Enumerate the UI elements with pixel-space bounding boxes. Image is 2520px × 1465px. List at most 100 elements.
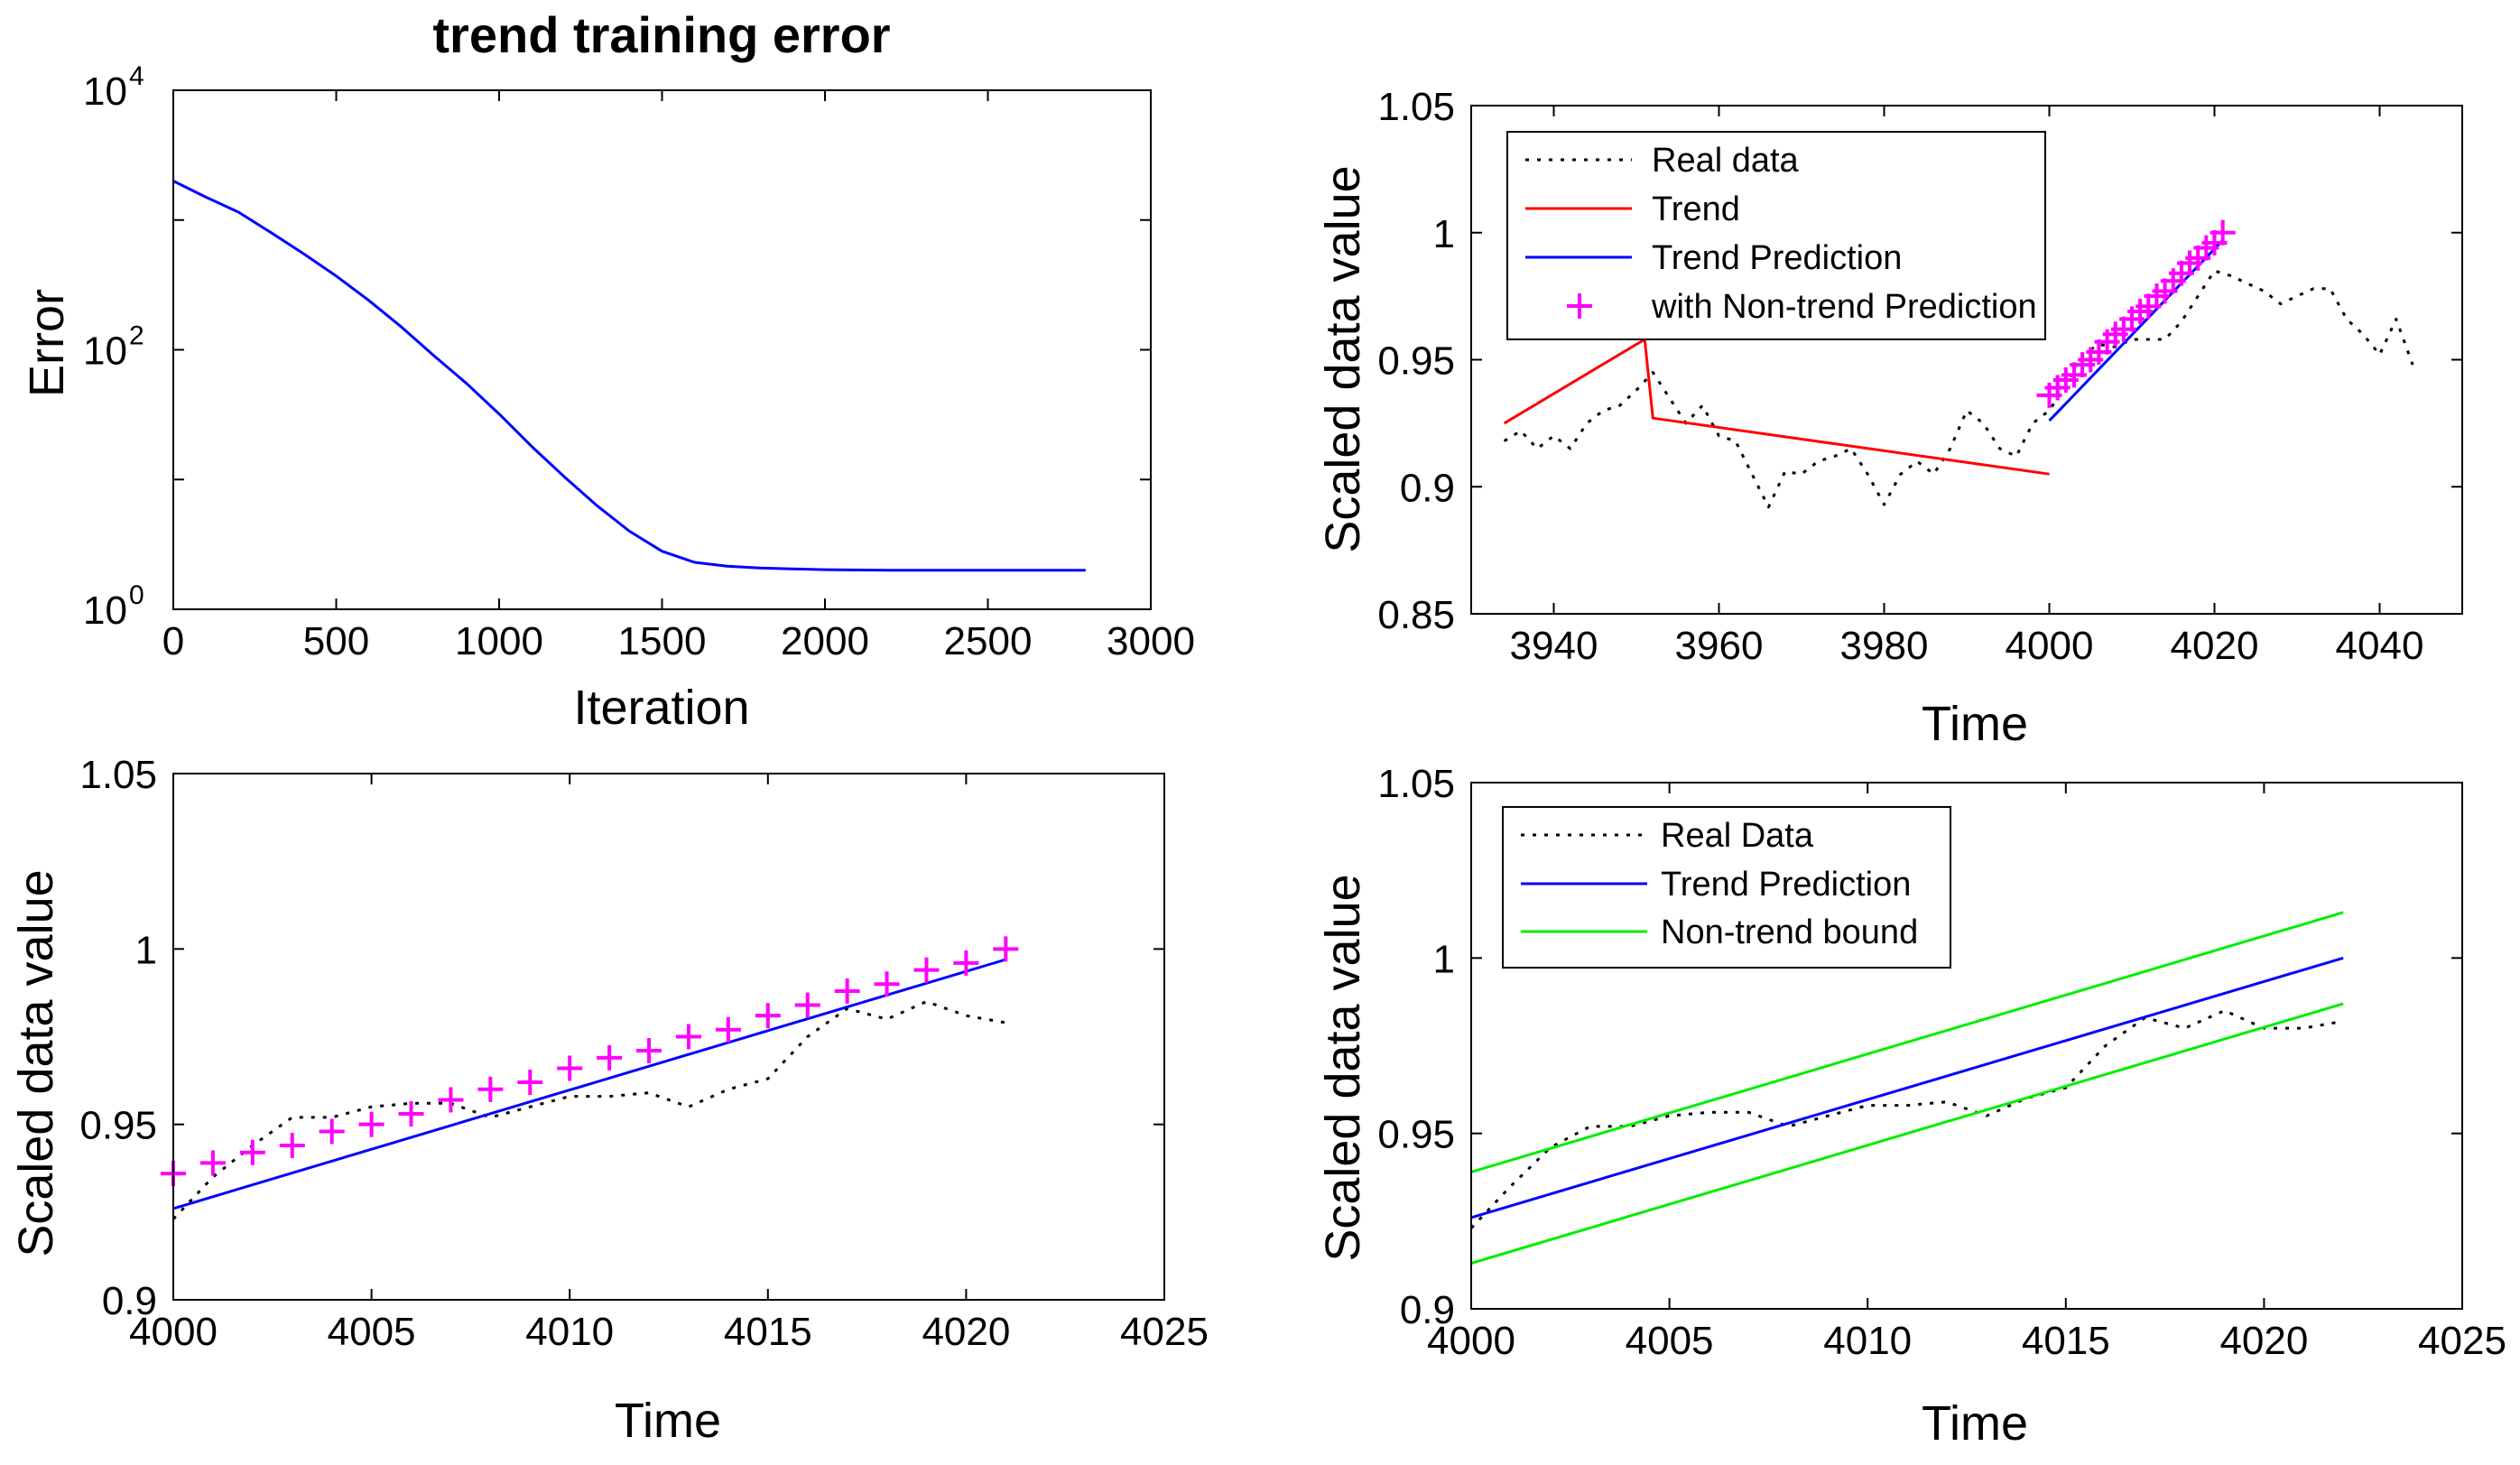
series-line-real-data xyxy=(1469,1009,2344,1229)
y-axis-label: Scaled data value xyxy=(1316,874,1370,1261)
x-tick-label: 4015 xyxy=(724,1310,812,1354)
x-tick-label: 4015 xyxy=(2022,1319,2110,1363)
panel-overview: 3940 3960 3980 4000 4020 4040 0.85 0.9 0.95 1 1.05… xyxy=(1316,85,2463,751)
legend-label-non-trend-bound: Non-trend bound xyxy=(1661,913,1918,951)
x-tick-label: 4025 xyxy=(1120,1310,1209,1354)
data-point-with-non-trend-prediction xyxy=(834,978,860,1004)
series-line-real-data xyxy=(1503,269,2414,509)
x-axis-label: Time xyxy=(1922,1396,2028,1451)
data-point-with-non-trend-prediction xyxy=(239,1139,265,1165)
data-point-with-non-trend-prediction xyxy=(279,1132,305,1158)
x-tick-label: 4010 xyxy=(525,1310,614,1354)
x-tick-label: 4005 xyxy=(1626,1319,1714,1363)
y-axis-label: Error xyxy=(20,289,74,397)
x-tick-label: 4025 xyxy=(2418,1319,2506,1363)
data-point-with-non-trend-prediction xyxy=(993,936,1019,962)
legend-swatch-non-trend-prediction xyxy=(1567,293,1592,319)
x-tick-label: 3000 xyxy=(1107,619,1195,663)
x-axis-label: Iteration xyxy=(573,681,749,735)
plot-area-zoom-prediction: 4000 4005 4010 4015 4020 4025 0.9 0.95 1 1.05 xyxy=(79,753,1209,1354)
x-tick-label: 4000 xyxy=(129,1310,218,1354)
series-line-non-trend-lower-bound xyxy=(1470,1002,2344,1265)
x-tick-label: 2500 xyxy=(944,619,1033,663)
series-line-real-data xyxy=(171,1000,1006,1220)
legend-overview: Real data Trend Trend Prediction with No… xyxy=(1506,131,2046,340)
data-point-with-non-trend-prediction xyxy=(199,1150,226,1176)
data-point-with-non-trend-prediction xyxy=(438,1087,464,1113)
data-point-with-non-trend-prediction xyxy=(953,950,979,976)
x-tick-label: 4000 xyxy=(2006,624,2094,668)
y-tick-label: 1 xyxy=(1433,937,1455,981)
data-point-with-non-trend-prediction xyxy=(636,1038,662,1064)
data-point-with-non-trend-prediction xyxy=(913,957,940,983)
panel-zoom-prediction: 4000 4005 4010 4015 4020 4025 0.9 0.95 1 1.05 Tim… xyxy=(9,753,1209,1448)
x-tick-label: 4000 xyxy=(1427,1319,1515,1363)
y-tick-label: 0.95 xyxy=(1377,1113,1455,1157)
x-tick-label: 1500 xyxy=(618,619,707,663)
axes-frame xyxy=(1470,782,2463,1310)
y-tick-label: 1.05 xyxy=(79,753,157,797)
legend-label-trend-prediction: Trend Prediction xyxy=(1652,239,1902,277)
y-tick-label: 104 xyxy=(83,61,144,114)
x-tick-label: 3980 xyxy=(1840,624,1929,668)
plot-area-overview: 3940 3960 3980 4000 4020 4040 0.85 0.9 0.95 1 1.05 xyxy=(1377,85,2463,668)
y-tick-label: 1 xyxy=(135,928,157,972)
y-tick-label: 1 xyxy=(1433,212,1455,256)
x-tick-label: 0 xyxy=(162,619,184,663)
y-tick-label: 1.05 xyxy=(1377,85,1455,129)
data-point-with-non-trend-prediction xyxy=(874,971,900,997)
data-point-with-non-trend-prediction xyxy=(557,1055,583,1081)
legend-label-real-data: Real Data xyxy=(1661,817,1814,855)
data-point-with-non-trend-prediction xyxy=(398,1101,424,1127)
legend-bounds: Real Data Trend Prediction Non-trend bou… xyxy=(1502,806,1951,969)
x-tick-label: 4005 xyxy=(328,1310,416,1354)
data-point-with-non-trend-prediction xyxy=(597,1044,623,1071)
series-line-trend-prediction xyxy=(172,958,1006,1210)
x-tick-label: 3940 xyxy=(1510,624,1598,668)
y-tick-label: 1.05 xyxy=(1377,762,1455,806)
x-tick-label: 4010 xyxy=(1823,1319,1912,1363)
y-axis-label: Scaled data value xyxy=(1316,165,1370,552)
x-tick-label: 4040 xyxy=(2336,624,2424,668)
y-tick-label: 0.9 xyxy=(1400,1288,1455,1332)
series-line-trend xyxy=(1503,338,2050,476)
chart-title: trend training error xyxy=(432,6,890,63)
data-point-with-non-trend-prediction xyxy=(358,1111,384,1137)
series-line-non-trend-upper-bound xyxy=(1470,911,2344,1173)
legend-label-trend-prediction: Trend Prediction xyxy=(1661,866,1911,904)
y-tick-label: 0.95 xyxy=(79,1104,157,1148)
series-line-trend-prediction xyxy=(1470,956,2344,1219)
axes-frame xyxy=(172,773,1165,1301)
panel-bounds: 4000 4005 4010 4015 4020 4025 0.9 0.95 1 1.05 Tim… xyxy=(1316,762,2506,1451)
panel-training-error: trend training error 0 500 1000 1500 2000 250… xyxy=(20,6,1195,735)
data-point-with-non-trend-prediction xyxy=(517,1070,543,1096)
series-line-training-error xyxy=(172,180,1086,572)
x-axis-label: Time xyxy=(615,1394,721,1448)
x-axis-label: Time xyxy=(1922,697,2028,751)
data-point-with-non-trend-prediction xyxy=(755,1003,781,1029)
y-axis-label: Scaled data value xyxy=(9,869,63,1256)
y-tick-label: 0.85 xyxy=(1377,593,1455,637)
x-tick-label: 4020 xyxy=(2219,1319,2308,1363)
data-point-with-non-trend-prediction xyxy=(477,1076,504,1102)
y-tick-label: 0.95 xyxy=(1377,339,1455,384)
y-tick-label: 0.9 xyxy=(102,1279,157,1323)
x-tick-label: 3960 xyxy=(1675,624,1764,668)
legend-label-real-data: Real data xyxy=(1652,142,1800,180)
x-tick-label: 2000 xyxy=(781,619,869,663)
x-tick-label: 4020 xyxy=(922,1310,1010,1354)
data-point-with-non-trend-prediction xyxy=(794,992,820,1018)
x-tick-label: 1000 xyxy=(455,619,543,663)
legend-box xyxy=(1506,131,2046,340)
data-point-with-non-trend-prediction xyxy=(715,1016,741,1043)
x-tick-label: 500 xyxy=(303,619,369,663)
x-tick-label: 4020 xyxy=(2171,624,2259,668)
y-tick-label: 0.9 xyxy=(1400,466,1455,510)
data-point-with-non-trend-prediction xyxy=(675,1024,701,1050)
data-point-with-non-trend-prediction xyxy=(2210,219,2236,246)
y-tick-label: 100 xyxy=(83,580,144,633)
data-point-with-non-trend-prediction xyxy=(319,1118,345,1145)
